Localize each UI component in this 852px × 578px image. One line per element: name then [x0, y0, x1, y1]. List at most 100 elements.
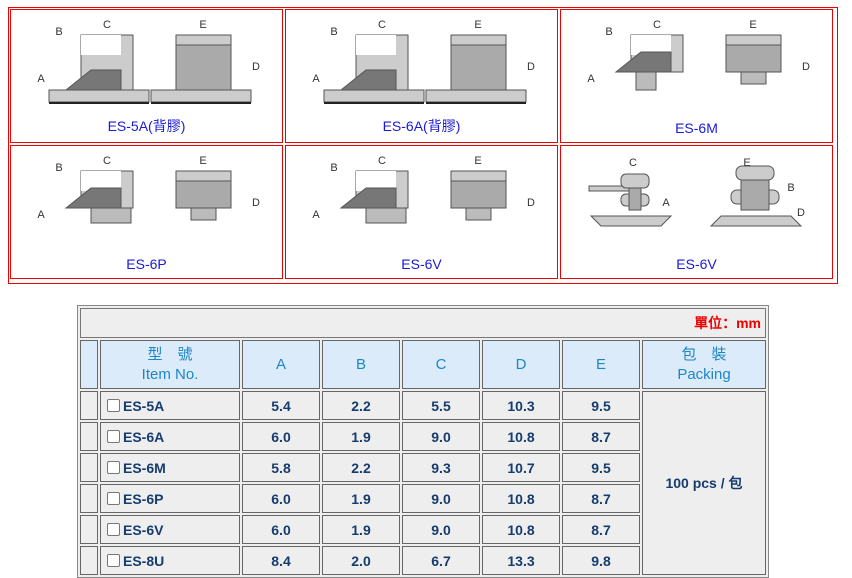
- item-number: ES-6V: [123, 521, 164, 538]
- dim-d-cell: 10.8: [482, 422, 560, 451]
- product-cell: B C A E D ES-5A(背膠): [10, 9, 283, 143]
- product-caption: ES-6V: [676, 256, 717, 272]
- svg-text:E: E: [199, 19, 206, 31]
- dim-b-cell: 1.9: [322, 515, 400, 544]
- svg-text:E: E: [199, 155, 206, 167]
- dim-a-cell: 6.0: [242, 422, 320, 451]
- dim-c-cell: 9.0: [402, 422, 480, 451]
- item-number: ES-5A: [123, 397, 165, 414]
- header-c: C: [402, 340, 480, 389]
- dim-e-cell: 8.7: [562, 422, 640, 451]
- dim-e-cell: 9.5: [562, 391, 640, 420]
- dim-e-cell: 8.7: [562, 484, 640, 513]
- header-e: E: [562, 340, 640, 389]
- dim-a-cell: 6.0: [242, 484, 320, 513]
- svg-text:C: C: [103, 19, 111, 31]
- header-b: B: [322, 340, 400, 389]
- header-item-zh: 型 號: [147, 345, 193, 363]
- svg-text:B: B: [55, 162, 62, 174]
- svg-text:B: B: [55, 26, 62, 38]
- header-item: 型 號 Item No.: [100, 340, 240, 389]
- select-checkbox[interactable]: [107, 553, 120, 567]
- svg-text:E: E: [474, 19, 481, 31]
- svg-text:D: D: [252, 197, 260, 209]
- table-row: ES-6A 6.0 1.9 9.0 10.8 8.7: [80, 422, 766, 451]
- select-checkbox[interactable]: [107, 491, 120, 505]
- header-blank: [80, 340, 98, 389]
- diagram-image: B C A E D: [37, 155, 260, 224]
- header-packing: 包 裝 Packing: [642, 340, 766, 389]
- product-caption: ES-6P: [126, 256, 167, 272]
- svg-text:D: D: [527, 197, 535, 209]
- dim-b-cell: 2.2: [322, 391, 400, 420]
- product-caption: ES-5A(背膠): [107, 118, 186, 134]
- svg-text:E: E: [749, 19, 756, 31]
- header-item-en: Item No.: [141, 365, 199, 383]
- svg-text:B: B: [787, 182, 794, 194]
- unit-label: 單位：mm: [80, 308, 766, 338]
- select-checkbox[interactable]: [107, 460, 120, 474]
- svg-text:A: A: [37, 209, 45, 221]
- row-blank: [80, 422, 98, 451]
- item-number: ES-8U: [123, 552, 165, 569]
- table-row: ES-6P 6.0 1.9 9.0 10.8 8.7: [80, 484, 766, 513]
- spec-table: 單位：mm 型 號 Item No. A B C D E 包 裝 Packing E…: [77, 305, 769, 578]
- select-checkbox[interactable]: [107, 398, 120, 412]
- dim-c-cell: 5.5: [402, 391, 480, 420]
- table-row: ES-6M 5.8 2.2 9.3 10.7 9.5: [80, 453, 766, 482]
- product-cell: B C A E D ES-6A(背膠): [285, 9, 558, 143]
- table-row: ES-5A 5.4 2.2 5.5 10.3 9.5 100 pcs / 包: [80, 391, 766, 575]
- item-cell: ES-6V: [100, 515, 240, 544]
- header-packing-en: Packing: [677, 365, 731, 383]
- product-cell: B C A E D ES-6M: [560, 9, 833, 143]
- header-a: A: [242, 340, 320, 389]
- diagram-image: B C A E D: [312, 155, 535, 224]
- dim-c-cell: 9.3: [402, 453, 480, 482]
- svg-text:C: C: [103, 155, 111, 167]
- svg-text:B: B: [330, 26, 337, 38]
- svg-text:C: C: [378, 155, 386, 167]
- packing-cell: 100 pcs / 包: [642, 391, 766, 575]
- dim-a-cell: 6.0: [242, 515, 320, 544]
- dim-d-cell: 10.8: [482, 515, 560, 544]
- svg-text:C: C: [629, 157, 637, 169]
- product-caption: ES-6V: [401, 256, 442, 272]
- dim-b-cell: 1.9: [322, 484, 400, 513]
- dim-e-cell: 9.5: [562, 453, 640, 482]
- row-blank: [80, 391, 98, 420]
- svg-text:D: D: [797, 207, 805, 219]
- item-cell: ES-5A: [100, 391, 240, 420]
- product-cell: B C A E D ES-6V: [285, 145, 558, 279]
- item-number: ES-6M: [123, 459, 166, 476]
- dim-c-cell: 9.0: [402, 515, 480, 544]
- dim-d-cell: 10.8: [482, 484, 560, 513]
- svg-text:D: D: [252, 61, 260, 73]
- dim-d-cell: 10.3: [482, 391, 560, 420]
- svg-text:A: A: [312, 73, 320, 85]
- row-blank: [80, 515, 98, 544]
- dim-a-cell: 5.8: [242, 453, 320, 482]
- product-cell: B C A E D ES-6P: [10, 145, 283, 279]
- header-d: D: [482, 340, 560, 389]
- item-cell: ES-6A: [100, 422, 240, 451]
- svg-text:C: C: [653, 19, 661, 31]
- diagram-image: B C A E D: [37, 19, 260, 104]
- product-cell: C E A B D ES-6V: [560, 145, 833, 279]
- svg-text:B: B: [605, 26, 612, 38]
- dim-c-cell: 9.0: [402, 484, 480, 513]
- dim-b-cell: 2.2: [322, 453, 400, 482]
- product-caption: ES-6A(背膠): [382, 118, 461, 134]
- svg-text:E: E: [743, 157, 750, 169]
- svg-text:D: D: [527, 61, 535, 73]
- svg-text:C: C: [378, 19, 386, 31]
- svg-text:A: A: [312, 209, 320, 221]
- item-cell: ES-6P: [100, 484, 240, 513]
- item-cell: ES-6M: [100, 453, 240, 482]
- svg-text:A: A: [587, 73, 595, 85]
- svg-text:A: A: [662, 197, 670, 209]
- select-checkbox[interactable]: [107, 429, 120, 443]
- svg-text:A: A: [37, 73, 45, 85]
- select-checkbox[interactable]: [107, 522, 120, 536]
- svg-text:B: B: [330, 162, 337, 174]
- diagram-image: C E A B D: [588, 157, 805, 227]
